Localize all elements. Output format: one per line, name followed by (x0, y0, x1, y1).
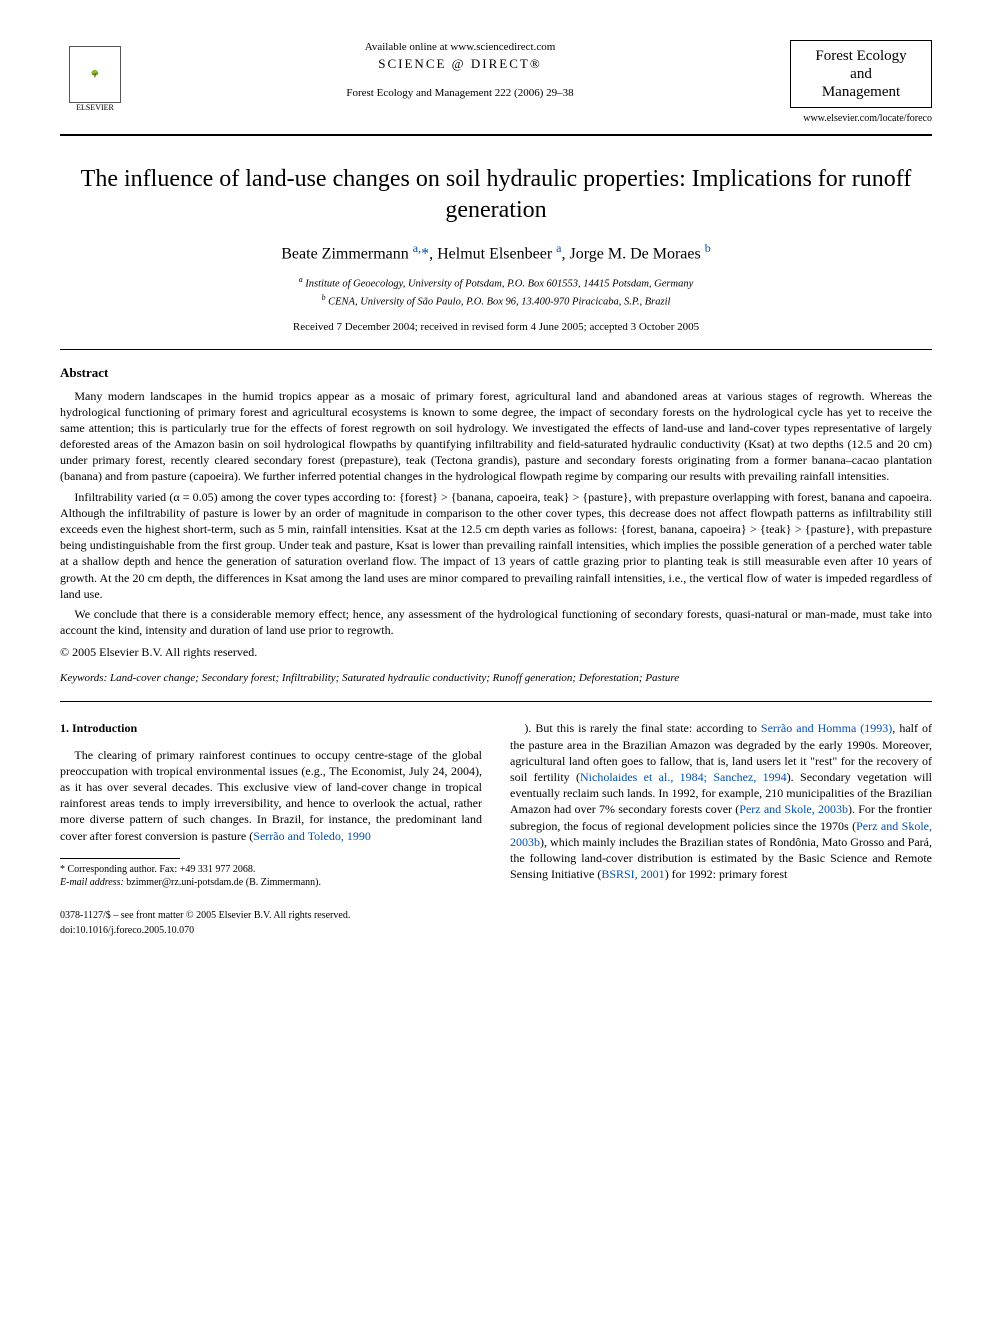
corresponding-marker[interactable]: * (421, 245, 429, 262)
intro-paragraph-left: The clearing of primary rainforest conti… (60, 747, 482, 844)
affiliation-b: b CENA, University of São Paulo, P.O. Bo… (60, 293, 932, 310)
column-left: 1. Introduction The clearing of primary … (60, 720, 482, 888)
keywords-list: Land-cover change; Secondary forest; Inf… (110, 672, 679, 684)
journal-url[interactable]: www.elsevier.com/locate/foreco (790, 112, 932, 126)
ref-link[interactable]: Nicholaides et al., 1984; Sanchez, 1994 (580, 770, 787, 784)
footer-doi: doi:10.1016/j.foreco.2005.10.070 (60, 924, 932, 938)
abstract-p2: Infiltrability varied (α = 0.05) among t… (60, 489, 932, 602)
author-affil-sup[interactable]: a, (413, 241, 421, 255)
journal-box-line2: and (801, 65, 921, 83)
abstract-p1: Many modern landscapes in the humid trop… (60, 388, 932, 485)
column-right: Serrão and Toledo, 1990). But this is ra… (510, 720, 932, 888)
elsevier-logo: 🌳 ELSEVIER (60, 40, 130, 120)
journal-box-line3: Management (801, 83, 921, 101)
article-title: The influence of land-use changes on soi… (60, 164, 932, 226)
affiliation-a-text: Institute of Geoecology, University of P… (305, 278, 693, 289)
corresponding-footnote: * Corresponding author. Fax: +49 331 977… (60, 863, 482, 876)
ref-link[interactable]: Serrão and Homma (1993) (761, 721, 892, 735)
intro-heading: 1. Introduction (60, 720, 482, 736)
journal-box-line1: Forest Ecology (801, 47, 921, 65)
journal-box: Forest Ecology and Management (790, 40, 932, 108)
authors-line: Beate Zimmermann a,*, Helmut Elsenbeer a… (60, 240, 932, 265)
affiliation-a: a Institute of Geoecology, University of… (60, 275, 932, 292)
author-affil-sup[interactable]: b (705, 241, 711, 255)
journal-citation: Forest Ecology and Management 222 (2006)… (130, 86, 790, 101)
intro-paragraph-right: Serrão and Toledo, 1990). But this is ra… (510, 720, 932, 882)
email-footnote: E-mail address: bzimmer@rz.uni-potsdam.d… (60, 876, 482, 889)
email-address[interactable]: bzimmer@rz.uni-potsdam.de (B. Zimmermann… (126, 877, 321, 888)
keywords-line: Keywords: Land-cover change; Secondary f… (60, 671, 932, 686)
ref-link[interactable]: BSRSI, 2001 (601, 867, 664, 881)
abstract-body: Many modern landscapes in the humid trop… (60, 388, 932, 639)
elsevier-label: ELSEVIER (76, 103, 114, 114)
abstract-bottom-rule (60, 701, 932, 702)
footnote-separator (60, 858, 180, 859)
journal-title-block: Forest Ecology and Management www.elsevi… (790, 40, 932, 126)
abstract-copyright: © 2005 Elsevier B.V. All rights reserved… (60, 644, 932, 660)
intro-text-2f: ) for 1992: primary forest (665, 867, 788, 881)
author-affil-sup[interactable]: a (556, 241, 561, 255)
abstract-p3: We conclude that there is a considerable… (60, 606, 932, 638)
page-header: 🌳 ELSEVIER Available online at www.scien… (60, 40, 932, 126)
affiliation-b-text: CENA, University of São Paulo, P.O. Box … (328, 297, 670, 308)
email-label: E-mail address: (60, 877, 124, 888)
elsevier-tree-icon: 🌳 (69, 46, 121, 103)
ref-link[interactable]: Perz and Skole, 2003b (739, 802, 848, 816)
footer-copyright: 0378-1127/$ – see front matter © 2005 El… (60, 909, 932, 923)
keywords-label: Keywords: (60, 672, 107, 684)
intro-text-2a: ). But this is rarely the final state: a… (524, 721, 761, 735)
ref-link[interactable]: Serrão and Toledo, 1990 (253, 829, 371, 843)
header-center: Available online at www.sciencedirect.co… (130, 40, 790, 101)
body-columns: 1. Introduction The clearing of primary … (60, 720, 932, 888)
sciencedirect-logo: SCIENCE @ DIRECT® (130, 55, 790, 73)
abstract-heading: Abstract (60, 364, 932, 382)
header-rule (60, 134, 932, 136)
available-online-text: Available online at www.sciencedirect.co… (130, 40, 790, 55)
article-dates: Received 7 December 2004; received in re… (60, 320, 932, 335)
abstract-top-rule (60, 349, 932, 350)
